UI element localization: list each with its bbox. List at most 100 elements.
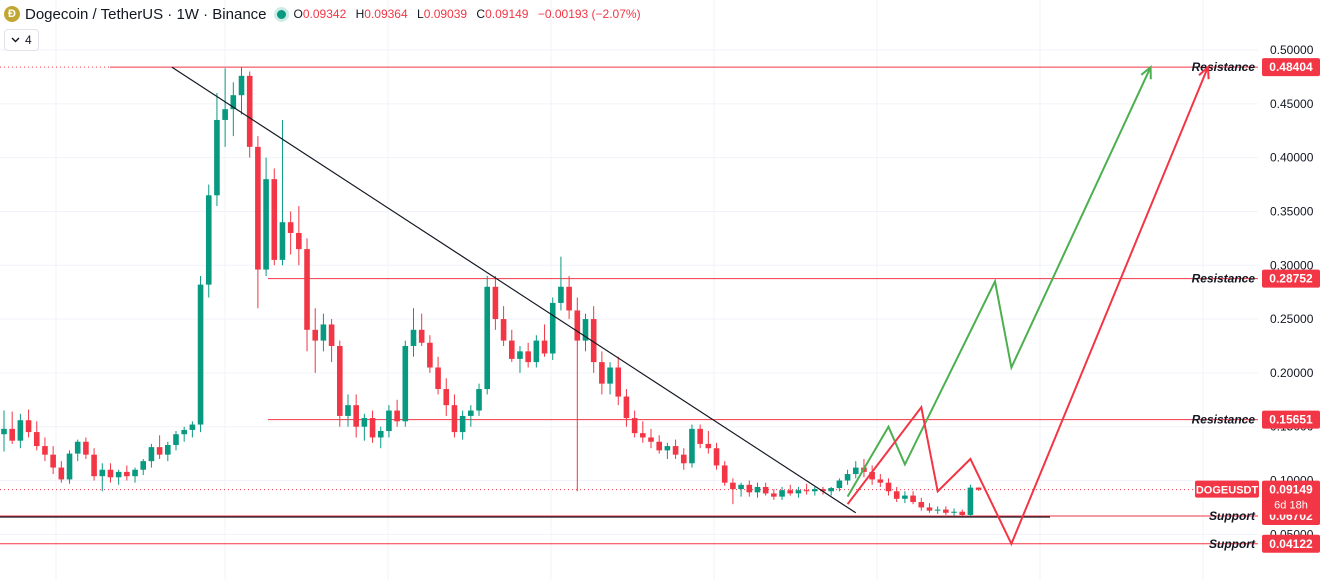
candle-body — [517, 351, 523, 359]
candle-body — [910, 495, 916, 503]
candle-body — [730, 482, 736, 490]
level-label: Resistance — [1192, 272, 1256, 286]
candle-body — [238, 75, 245, 96]
last-price-text: 0.09149 — [1269, 483, 1313, 497]
candle-body — [893, 491, 900, 499]
candle-body — [558, 286, 564, 303]
candle-body — [934, 509, 941, 511]
candle-body — [222, 109, 228, 120]
price-tick-label: 0.40000 — [1270, 151, 1314, 165]
level-price-tag — [1262, 269, 1320, 288]
level-price-tag-text: 0.15651 — [1269, 413, 1313, 427]
candle-body — [852, 467, 859, 475]
level-price-tag — [1262, 534, 1320, 553]
candle-body — [42, 446, 48, 455]
candle-body — [156, 447, 163, 455]
bar-countdown-text: 6d 18h — [1274, 500, 1308, 512]
last-price-tag — [1262, 480, 1320, 515]
candle-body — [312, 329, 319, 341]
indicators-toggle[interactable]: 4 — [4, 29, 39, 51]
candle-body — [869, 471, 875, 480]
candle-body — [74, 441, 81, 454]
candlesticks — [1, 67, 982, 517]
candle-body — [959, 511, 966, 515]
red-projection-arrowhead — [1198, 65, 1210, 80]
candle-body — [484, 286, 491, 390]
candle-body — [91, 454, 97, 477]
green-projection — [846, 66, 1152, 498]
candle-body — [427, 342, 433, 368]
candle-body — [17, 420, 24, 441]
candle-body — [255, 146, 261, 270]
level-price-tag — [1262, 58, 1320, 77]
candle-body — [738, 484, 744, 490]
candle-body — [525, 351, 531, 363]
candle-body — [771, 493, 777, 497]
candle-body — [287, 222, 294, 233]
candle-body — [566, 286, 572, 311]
symbol-tag — [1195, 480, 1259, 498]
candle-body — [58, 467, 65, 480]
candle-body — [451, 405, 458, 433]
price-tick-label: 0.30000 — [1270, 258, 1314, 272]
candle-body — [296, 232, 302, 250]
candle-body — [713, 448, 720, 466]
candle-body — [124, 471, 130, 477]
candle-body — [754, 486, 761, 493]
open-value: 0.09342 — [302, 7, 347, 21]
candle-body — [181, 429, 187, 435]
change-value: −0.00193 (−2.07%) — [537, 7, 641, 21]
candle-body — [574, 310, 581, 341]
candle-body — [689, 428, 695, 464]
candle-body — [132, 469, 138, 477]
candle-body — [631, 418, 638, 434]
candle-body — [353, 405, 359, 427]
candle-body — [9, 428, 15, 441]
level-price-tag — [1262, 410, 1320, 429]
candle-body — [83, 441, 89, 455]
price-tick-label: 0.25000 — [1270, 312, 1314, 326]
symbol-title[interactable]: Dogecoin / TetherUS · 1W · Binance — [25, 5, 267, 23]
candle-body — [189, 424, 196, 430]
price-axis[interactable]: 0.050000.100000.150000.200000.250000.300… — [1270, 43, 1314, 541]
candle-body — [787, 490, 794, 494]
candle-body — [967, 487, 974, 515]
high-value: 0.09364 — [364, 7, 408, 21]
candle-body — [926, 507, 933, 511]
candle-body — [844, 474, 851, 481]
candle-body — [377, 430, 384, 438]
candle-body — [263, 179, 269, 270]
close-value: 0.09149 — [485, 7, 529, 21]
candle-body — [746, 484, 753, 493]
red-projection — [846, 66, 1209, 547]
candle-body — [533, 340, 540, 363]
price-tags: 0.484040.287520.156510.067020.04122DOGEU… — [1195, 58, 1320, 553]
candle-body — [173, 434, 179, 445]
candle-body — [205, 195, 212, 285]
level-label: Support — [1209, 537, 1256, 551]
open-label: O — [293, 7, 303, 21]
level-price-tag-text: 0.04122 — [1269, 537, 1313, 551]
candle-body — [779, 490, 785, 497]
candle-body — [951, 511, 957, 513]
high-label: H — [355, 7, 365, 21]
candle-body — [762, 486, 769, 494]
candle-body — [803, 490, 810, 492]
candle-body — [615, 367, 622, 397]
candle-body — [820, 489, 826, 492]
candle-body — [107, 469, 114, 478]
chevron-down-icon — [11, 37, 20, 43]
candle-body — [918, 502, 925, 508]
candle-body — [435, 367, 441, 390]
level-label: Resistance — [1192, 413, 1256, 427]
candle-body — [304, 249, 310, 330]
candle-body — [66, 453, 73, 480]
candle-body — [336, 345, 343, 416]
candle-body — [214, 119, 220, 196]
candle-body — [549, 302, 556, 354]
candle-body — [99, 469, 106, 477]
candle-body — [877, 479, 884, 483]
candle-body — [902, 495, 908, 499]
candle-body — [386, 410, 392, 431]
